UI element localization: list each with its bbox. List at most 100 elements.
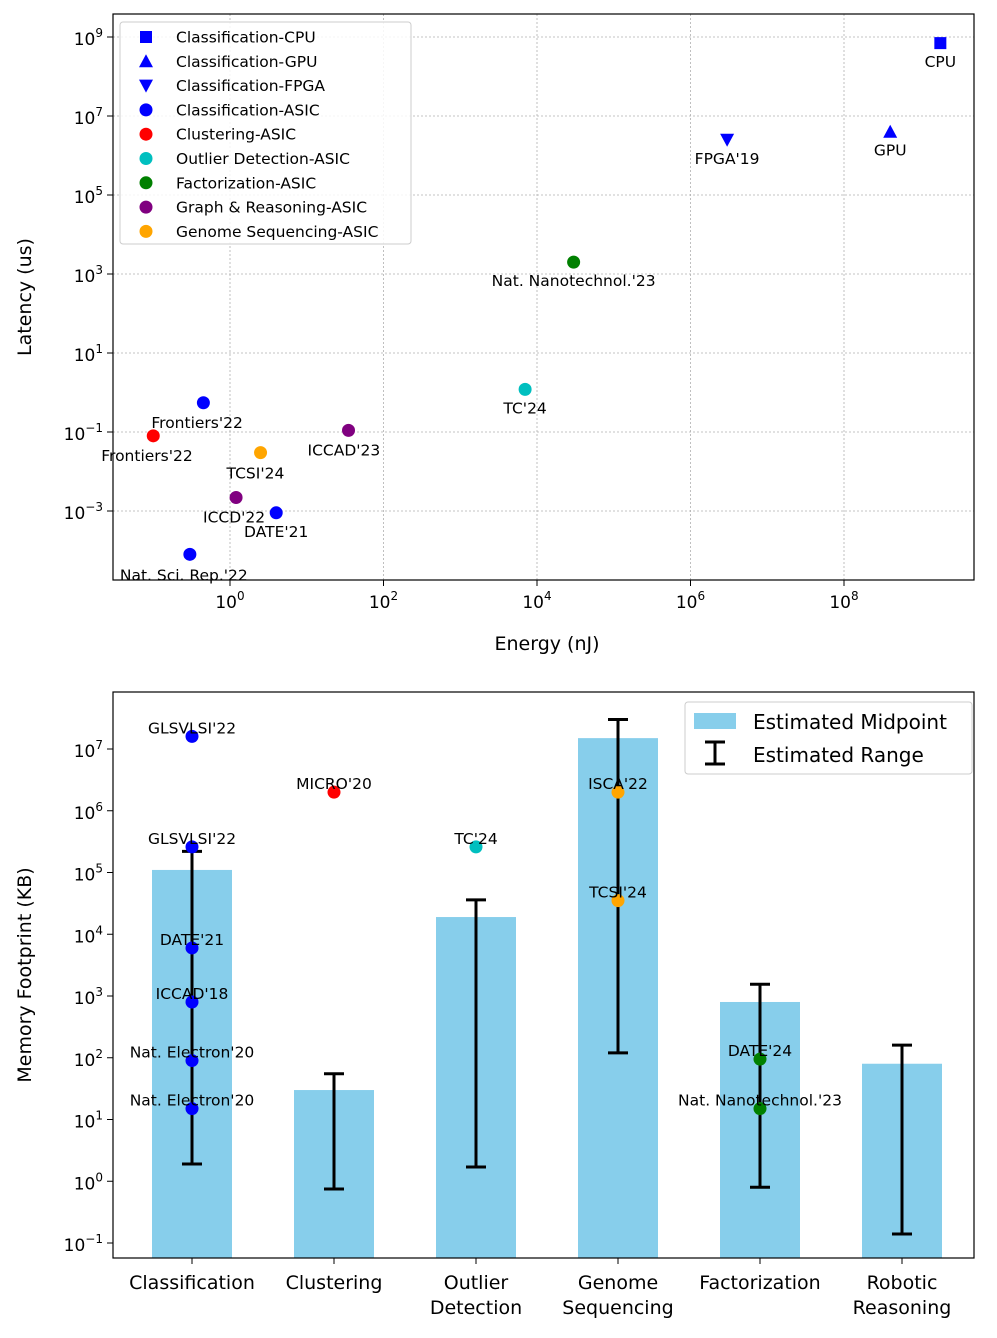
scatter-point-label: FPGA'19: [695, 150, 760, 168]
scatter-point-label: GPU: [874, 142, 907, 160]
scatter-point-label: ICCD'22: [203, 508, 265, 526]
scatter-x-tick-label: 100: [215, 589, 244, 613]
bar-legend-swatch: [694, 713, 736, 729]
scatter-point-label: ICCAD'23: [308, 441, 381, 459]
bar-chart: GLSVLSI'22 GLSVLSI'22 DATE'21 ICCAD'18 Nat. …: [14, 691, 975, 1319]
scatter-legend-label: Classification-GPU: [176, 53, 317, 71]
scatter-legend-marker: [140, 31, 152, 43]
scatter-x-tick-label: 104: [522, 589, 551, 613]
scatter-chart: 100 102 104 106 108 10−3 10−1 101 103 105 107 109 C…: [14, 13, 975, 655]
bar-points: GLSVLSI'22 GLSVLSI'22 DATE'21 ICCAD'18 Nat. …: [130, 719, 842, 1116]
bar-ticks: 10−1 100 101 102 103 104 105 106 107 Classificati…: [64, 738, 952, 1319]
scatter-point-label: TCSI'24: [226, 465, 285, 483]
scatter-legend: Classification-CPU Classification-GPU Clas…: [119, 21, 412, 245]
bar-chart-point: [469, 840, 483, 854]
scatter-legend-marker: [139, 200, 153, 214]
scatter-point: [934, 37, 947, 50]
scatter-y-tick-label: 109: [74, 26, 103, 50]
bar-y-tick-label: 107: [74, 738, 103, 762]
scatter-x-tick-label: 102: [369, 589, 398, 613]
bar-legend-box: [684, 701, 973, 775]
scatter-legend-marker: [139, 103, 153, 117]
scatter-point-label: Nat. Nanotechnol.'23: [492, 272, 656, 290]
scatter-point: [146, 429, 160, 443]
bar-y-tick-label: 103: [74, 985, 103, 1009]
scatter-point: [567, 255, 581, 269]
scatter-legend-label: Classification-FPGA: [176, 77, 325, 95]
scatter-point-label: Frontiers'22: [151, 414, 242, 432]
scatter-y-tick-label: 105: [74, 184, 103, 208]
bar-x-tick-label: Genome: [578, 1272, 658, 1294]
bar-y-tick-label: 106: [74, 800, 103, 824]
bar-plot-frame: [112, 691, 975, 1259]
scatter-y-tick-label: 103: [74, 263, 103, 287]
bar-chart-point-label: Nat. Electron'20: [130, 1092, 255, 1110]
bar-chart-point-label: DATE'24: [728, 1042, 792, 1060]
scatter-point-label: Frontiers'22: [101, 447, 192, 465]
scatter-legend-label: Graph & Reasoning-ASIC: [176, 199, 367, 217]
bar-legend-label: Estimated Midpoint: [753, 710, 947, 734]
scatter-point: [254, 446, 268, 460]
bar-chart-point: [185, 941, 199, 955]
scatter-point: [269, 506, 283, 520]
bar-chart-point-label: ICCAD'18: [156, 985, 229, 1003]
bar-chart-point: [327, 785, 341, 799]
scatter-x-tick-label: 108: [829, 589, 858, 613]
bar-legend-label: Estimated Range: [753, 743, 924, 767]
scatter-legend-marker: [139, 176, 153, 190]
bar-x-tick-label: Classification: [129, 1272, 255, 1294]
bar-x-tick-label: Factorization: [699, 1272, 820, 1294]
bar-chart-point-label: DATE'21: [160, 931, 224, 949]
bar-chart-point-label: GLSVLSI'22: [148, 719, 236, 737]
scatter-legend-marker: [139, 54, 153, 68]
scatter-point: [720, 133, 735, 147]
bar-chart-point: [185, 1054, 199, 1068]
scatter-y-tick-label: 107: [74, 105, 103, 129]
scatter-y-tick-label: 10−1: [64, 421, 103, 445]
scatter-y-tick-label: 10−3: [64, 500, 103, 524]
bar-y-tick-label: 101: [74, 1109, 103, 1133]
bar-y-tick-label: 105: [74, 862, 103, 886]
scatter-point-label: Nat. Sci. Rep.'22: [120, 566, 248, 584]
bar-chart-point-label: ISCA'22: [588, 775, 648, 793]
bar-legend: Estimated Midpoint Estimated Range: [684, 701, 973, 775]
scatter-x-axis-label: Energy (nJ): [494, 633, 599, 655]
scatter-legend-label: Factorization-ASIC: [176, 174, 316, 192]
bar-x-tick-label: Robotic: [867, 1272, 938, 1294]
scatter-y-tick-label: 101: [74, 342, 103, 366]
bar-y-axis-label: Memory Footprint (KB): [14, 867, 36, 1082]
scatter-point: [518, 382, 532, 396]
scatter-y-axis-label: Latency (us): [14, 238, 36, 356]
scatter-legend-label: Classification-CPU: [176, 29, 316, 47]
bar-group: [152, 738, 942, 1258]
scatter-legend-marker: [139, 127, 153, 141]
bar-chart-point: [185, 1102, 199, 1116]
bar-x-tick-label: Sequencing: [562, 1297, 673, 1319]
scatter-grid: [113, 14, 974, 580]
scatter-legend-marker: [139, 224, 153, 238]
scatter-point: [883, 124, 898, 138]
scatter-point-label: CPU: [925, 53, 957, 71]
bar-y-tick-label: 10−1: [64, 1232, 103, 1256]
bar-chart-point-label: Nat. Nanotechnol.'23: [678, 1092, 842, 1110]
bar-chart-point: [185, 995, 199, 1009]
scatter-x-tick-label: 106: [676, 589, 705, 613]
bar-chart-point: [753, 1102, 767, 1116]
bar-chart-point: [185, 729, 199, 743]
scatter-point-label: TC'24: [502, 399, 546, 417]
bar-chart-point: [611, 785, 625, 799]
bar-chart-point: [611, 894, 625, 908]
bar-y-tick-label: 102: [74, 1047, 103, 1071]
bar-chart-point-label: TC'24: [453, 830, 497, 848]
scatter-plot-frame: [112, 13, 975, 581]
scatter-legend-label: Outlier Detection-ASIC: [176, 150, 350, 168]
scatter-point: [196, 396, 210, 410]
scatter-point: [229, 490, 243, 504]
scatter-legend-label: Genome Sequencing-ASIC: [176, 223, 378, 241]
bar-chart-point: [185, 840, 199, 854]
bar-chart-point-label: GLSVLSI'22: [148, 830, 236, 848]
bar-chart-point-label: MICRO'20: [296, 775, 372, 793]
errorbar-group: [182, 718, 912, 1236]
bar-y-tick-label: 104: [74, 923, 103, 947]
